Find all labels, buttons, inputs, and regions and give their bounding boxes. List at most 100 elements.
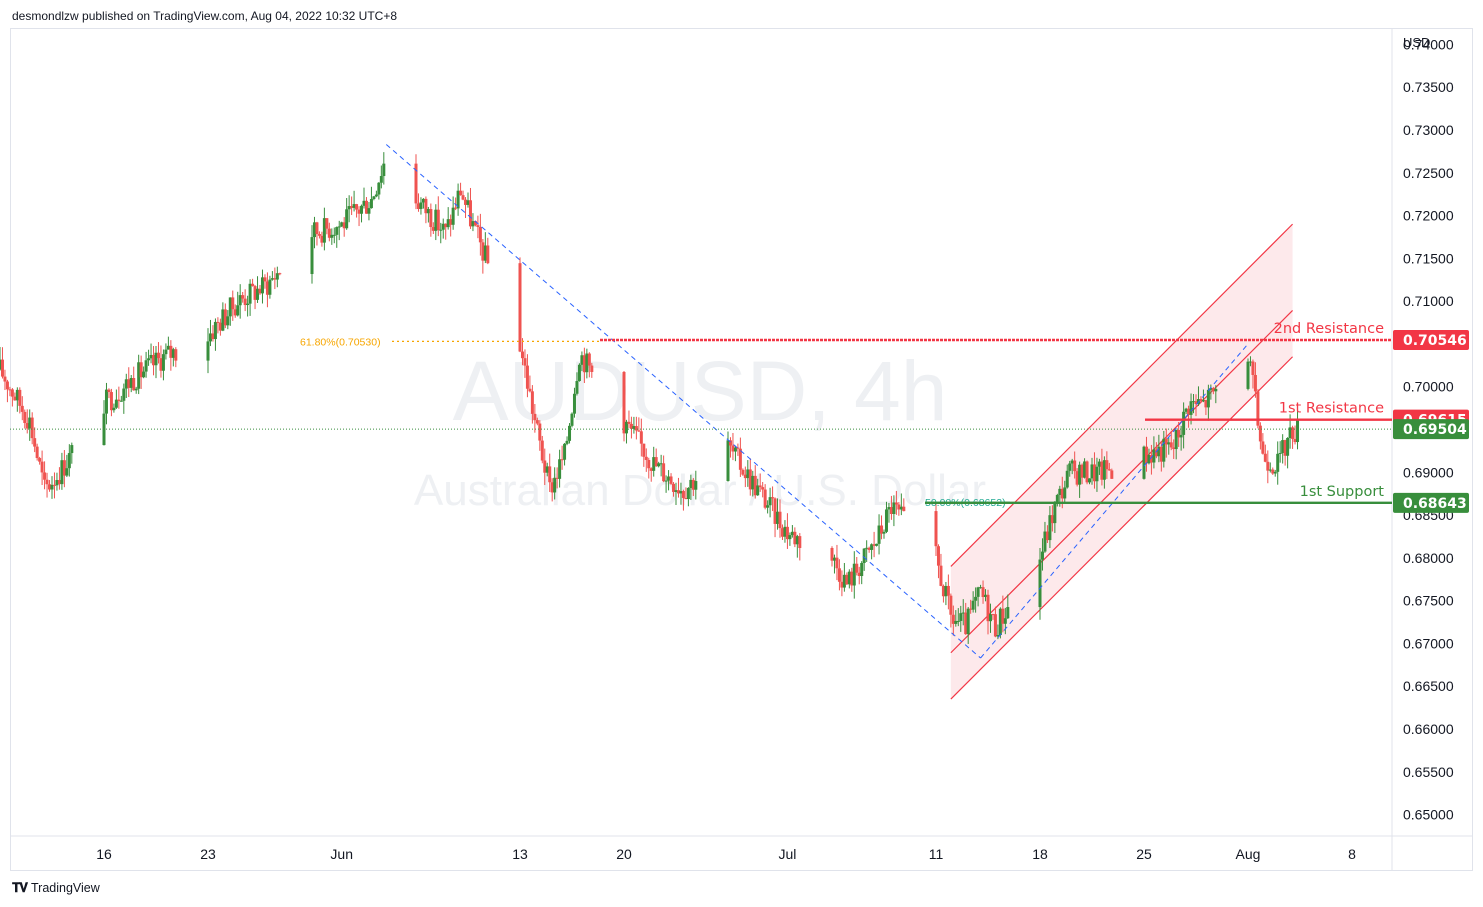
level-price-text: 0.68643 <box>1403 496 1467 512</box>
candle-body <box>52 484 56 486</box>
tradingview-logo[interactable]: 𝐓𝐕 TradingView <box>12 880 100 896</box>
candle-body <box>1194 401 1198 404</box>
candle-body <box>669 476 673 484</box>
candle-body <box>1192 401 1196 403</box>
candle-body <box>431 227 435 231</box>
candle-body <box>129 378 133 388</box>
candle-body <box>1204 400 1208 408</box>
candle-body <box>1268 469 1272 471</box>
candle-body <box>847 571 851 585</box>
candle-body <box>50 484 54 490</box>
candle-body <box>421 198 425 203</box>
candle-body <box>429 209 433 228</box>
candle-body <box>154 352 158 366</box>
ascending-channel <box>950 223 1293 700</box>
candle-body <box>1157 446 1161 457</box>
candle-body <box>444 223 448 228</box>
publisher-header: desmondlzw published on TradingView.com,… <box>12 9 398 23</box>
candle-body <box>986 594 990 622</box>
candle-body <box>1288 427 1292 438</box>
candle-body <box>454 207 458 209</box>
candle-body <box>689 479 693 489</box>
candle-body <box>738 448 742 470</box>
y-tick-label: 0.69000 <box>1403 464 1454 480</box>
candle-body <box>1211 388 1215 392</box>
candle-body <box>273 278 277 280</box>
chart-frame[interactable] <box>10 28 1473 871</box>
candle-body <box>104 389 108 414</box>
candle-body <box>657 463 661 467</box>
candle-body <box>949 595 953 615</box>
candle-body <box>590 365 594 372</box>
candle-body <box>1179 434 1183 438</box>
candle-body <box>1065 470 1069 488</box>
candles <box>0 152 1300 644</box>
candle-body <box>30 417 34 439</box>
candle-body <box>984 594 988 598</box>
candle-body <box>988 614 992 622</box>
candle-body <box>65 468 69 476</box>
candle-body <box>865 547 869 549</box>
candle-body <box>902 506 906 512</box>
candle-body <box>352 204 356 208</box>
candle-body <box>117 399 121 401</box>
candle-body <box>3 376 7 382</box>
candle-body <box>144 360 148 372</box>
candle-body <box>553 477 557 493</box>
candle-body <box>652 457 656 471</box>
candle-body <box>70 445 74 454</box>
candle-body <box>114 399 118 408</box>
x-tick-label: 11 <box>929 846 944 862</box>
candle-body <box>466 200 470 205</box>
candle-body <box>785 526 789 540</box>
candle-body <box>1092 464 1096 482</box>
time-axis[interactable]: 16 23 Jun 13 20 Jul 11 18 25 Aug 8 <box>96 846 1356 862</box>
candle-body <box>43 472 47 480</box>
candle-body <box>788 535 792 540</box>
candle-body <box>446 219 450 228</box>
candle-body <box>766 505 770 508</box>
candle-body <box>672 483 676 492</box>
candle-body <box>137 362 141 389</box>
candle-body <box>142 371 146 378</box>
candle-body <box>840 581 844 588</box>
candle-body <box>372 196 376 200</box>
candle-body <box>233 309 237 316</box>
candle-body <box>436 209 440 231</box>
candle-body <box>256 288 260 300</box>
candle-body <box>758 485 762 488</box>
candle-body <box>1271 469 1275 474</box>
candle-body <box>533 413 537 421</box>
candle-body <box>456 190 460 209</box>
tradingview-logo-icon: 𝐓𝐕 <box>12 880 28 895</box>
candle-body <box>419 202 423 209</box>
candle-body <box>998 608 1002 636</box>
candle-body <box>946 585 950 596</box>
candle-body <box>357 209 361 214</box>
y-tick-label: 0.66500 <box>1403 678 1454 694</box>
candle-body <box>241 295 245 299</box>
candle-body <box>330 234 334 238</box>
candle-body <box>426 209 430 214</box>
candle-body <box>934 511 938 547</box>
candle-body <box>662 463 666 482</box>
candle-body <box>686 488 690 500</box>
candle-body <box>122 388 126 401</box>
candle-body <box>449 219 453 225</box>
candle-body <box>62 460 66 476</box>
candle-body <box>253 286 257 300</box>
candle-body <box>382 163 386 177</box>
candle-body <box>459 190 463 196</box>
candle-body <box>971 600 975 610</box>
candle-body <box>1296 420 1300 443</box>
candle-body <box>25 423 29 429</box>
candle-body <box>1073 460 1077 472</box>
candle-body <box>629 423 633 429</box>
candle-body <box>1177 430 1181 438</box>
candle-body <box>1152 449 1156 463</box>
drawings: 61.80%(0.70530)50.00%(0.68652)2nd Resist… <box>10 144 1392 659</box>
channel-fill <box>950 224 1293 700</box>
candle-body <box>55 480 59 486</box>
candle-body <box>887 507 891 510</box>
